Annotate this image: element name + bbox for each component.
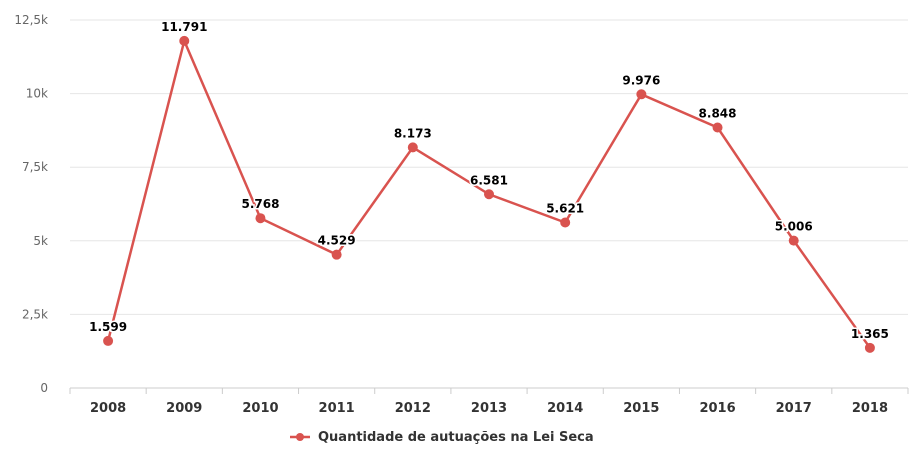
data-point[interactable]: [407, 142, 418, 153]
y-tick-label: 2,5k: [22, 307, 48, 321]
x-tick-label: 2016: [699, 401, 735, 416]
x-axis: 2008 2009 2010 2011 2012 2013 2014 2015 2016 2017…: [69, 388, 909, 416]
data-point[interactable]: [331, 249, 342, 260]
data-label: 5.006: [775, 220, 813, 234]
data-point[interactable]: [712, 122, 723, 133]
x-tick-label: 2013: [471, 401, 507, 416]
y-axis: 0 2,5k 5k 7,5k 10k 12,5k: [14, 13, 48, 395]
data-point[interactable]: [560, 217, 571, 228]
data-point[interactable]: [636, 89, 647, 100]
data-label: 11.791: [161, 20, 207, 34]
x-tick-label: 2008: [90, 401, 126, 416]
data-point[interactable]: [179, 35, 190, 46]
x-tick-label: 2015: [623, 401, 659, 416]
data-label: 5.621: [546, 202, 584, 216]
y-tick-label: 7,5k: [22, 160, 48, 174]
data-label: 8.173: [394, 126, 432, 140]
data-label: 9.976: [622, 73, 660, 87]
y-tick-label: 12,5k: [14, 13, 48, 27]
legend-label: Quantidade de autuações na Lei Seca: [318, 430, 594, 445]
data-label: 6.581: [470, 173, 508, 187]
x-tick-label: 2012: [395, 401, 431, 416]
legend[interactable]: Quantidade de autuações na Lei Seca: [290, 430, 594, 445]
data-label: 8.848: [699, 107, 737, 121]
legend-marker: [296, 433, 304, 441]
x-tick-label: 2017: [776, 401, 812, 416]
data-points: [103, 35, 875, 353]
data-label: 1.365: [851, 327, 889, 341]
data-point[interactable]: [788, 235, 799, 246]
x-tick-label: 2010: [242, 401, 278, 416]
data-label: 5.768: [241, 197, 279, 211]
data-point[interactable]: [103, 335, 114, 346]
x-tick-label: 2014: [547, 401, 583, 416]
x-tick-label: 2011: [319, 401, 355, 416]
x-tick-label: 2009: [166, 401, 202, 416]
data-labels: 1.599 11.791 5.768 4.529 8.173 6.581 5.621 9.97…: [88, 18, 891, 342]
y-tick-label: 10k: [26, 87, 48, 101]
data-label: 4.529: [318, 234, 356, 248]
data-point[interactable]: [484, 189, 494, 200]
data-point[interactable]: [864, 342, 875, 353]
y-tick-label: 5k: [33, 234, 48, 248]
y-tick-label: 0: [40, 381, 48, 395]
gridlines: [70, 19, 908, 315]
x-tick-label: 2018: [852, 401, 888, 416]
data-label: 1.599: [89, 320, 127, 334]
data-point[interactable]: [255, 213, 266, 224]
